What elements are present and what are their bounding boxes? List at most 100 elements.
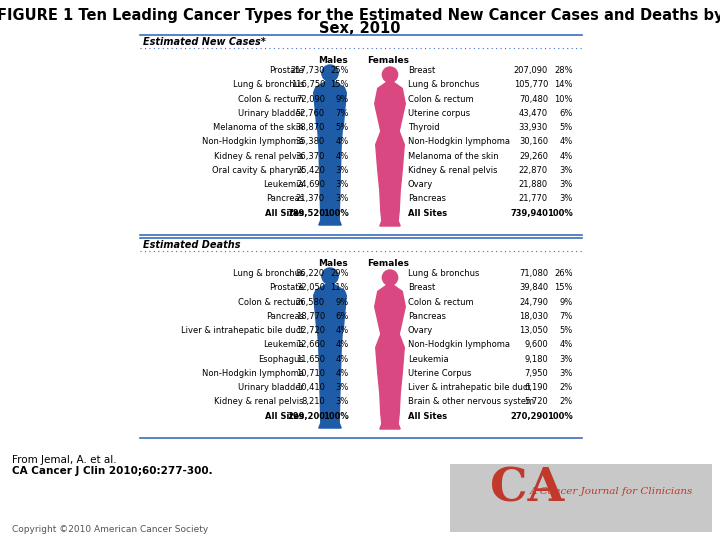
Text: Urinary bladder: Urinary bladder (238, 109, 304, 118)
Text: 25,420: 25,420 (296, 166, 325, 175)
Text: 3%: 3% (336, 166, 349, 175)
Text: 12,660: 12,660 (296, 340, 325, 349)
Text: 116,750: 116,750 (291, 80, 325, 89)
Text: Brain & other nervous system: Brain & other nervous system (408, 397, 534, 407)
Text: Pancreas: Pancreas (266, 194, 304, 204)
Text: 25%: 25% (330, 66, 349, 75)
Text: Males: Males (318, 56, 348, 65)
Text: Females: Females (367, 56, 409, 65)
Text: Pancreas: Pancreas (408, 312, 446, 321)
Text: 3%: 3% (559, 355, 573, 363)
Text: 52,760: 52,760 (296, 109, 325, 118)
Text: 9,600: 9,600 (524, 340, 548, 349)
Text: 10%: 10% (554, 94, 573, 104)
Text: Prostate: Prostate (269, 284, 304, 292)
Text: 86,220: 86,220 (296, 269, 325, 278)
Text: Prostate: Prostate (269, 66, 304, 75)
Text: Copyright ©2010 American Cancer Society: Copyright ©2010 American Cancer Society (12, 525, 208, 534)
Text: Lung & bronchus: Lung & bronchus (233, 80, 304, 89)
Text: Uterine Corpus: Uterine Corpus (408, 369, 472, 378)
Text: 3%: 3% (559, 369, 573, 378)
Text: 5%: 5% (559, 326, 573, 335)
Text: Oral cavity & pharynx: Oral cavity & pharynx (212, 166, 304, 175)
Text: 207,090: 207,090 (514, 66, 548, 75)
Text: 43,470: 43,470 (519, 109, 548, 118)
Text: 100%: 100% (547, 411, 573, 421)
Text: Colon & rectum: Colon & rectum (408, 94, 474, 104)
Text: 7,950: 7,950 (524, 369, 548, 378)
Text: 9%: 9% (559, 298, 573, 307)
Text: 26,580: 26,580 (296, 298, 325, 307)
Text: 39,840: 39,840 (519, 284, 548, 292)
Text: 22,870: 22,870 (519, 166, 548, 175)
Text: 299,200: 299,200 (287, 411, 325, 421)
Text: Colon & rectum: Colon & rectum (408, 298, 474, 307)
Text: Males: Males (318, 259, 348, 268)
Text: 9,180: 9,180 (524, 355, 548, 363)
Text: Lung & bronchus: Lung & bronchus (233, 269, 304, 278)
Text: Non-Hodgkin lymphoma: Non-Hodgkin lymphoma (408, 340, 510, 349)
Bar (450, 464, 712, 532)
Polygon shape (314, 284, 346, 428)
Text: 33,930: 33,930 (518, 123, 548, 132)
Text: 21,880: 21,880 (519, 180, 548, 189)
Text: CA: CA (490, 465, 564, 511)
Text: 70,480: 70,480 (519, 94, 548, 104)
Text: 15%: 15% (330, 80, 349, 89)
Text: 18,030: 18,030 (519, 312, 548, 321)
Text: Melanoma of the skin: Melanoma of the skin (213, 123, 304, 132)
Text: 6%: 6% (336, 312, 349, 321)
Text: 3%: 3% (336, 194, 349, 204)
Circle shape (382, 67, 397, 82)
Text: All Sites: All Sites (265, 411, 304, 421)
Text: 28%: 28% (554, 66, 573, 75)
Text: 100%: 100% (547, 209, 573, 218)
Text: 30,160: 30,160 (519, 137, 548, 146)
Text: All Sites: All Sites (265, 209, 304, 218)
Text: 4%: 4% (336, 137, 349, 146)
Text: Uterine corpus: Uterine corpus (408, 109, 470, 118)
Text: Colon & rectum: Colon & rectum (238, 94, 304, 104)
Text: FIGURE 1 Ten Leading Cancer Types for the Estimated New Cancer Cases and Deaths : FIGURE 1 Ten Leading Cancer Types for th… (0, 8, 720, 23)
Text: 36,370: 36,370 (296, 152, 325, 160)
Text: 5%: 5% (559, 123, 573, 132)
Circle shape (322, 65, 338, 82)
Text: 4%: 4% (336, 355, 349, 363)
Text: 35,380: 35,380 (296, 137, 325, 146)
Text: Females: Females (367, 259, 409, 268)
Text: Estimated New Cases*: Estimated New Cases* (143, 37, 266, 47)
Text: Urinary bladder: Urinary bladder (238, 383, 304, 392)
Text: Breast: Breast (408, 66, 436, 75)
Text: 4%: 4% (559, 152, 573, 160)
Text: 10,710: 10,710 (296, 369, 325, 378)
Text: 5%: 5% (336, 123, 349, 132)
Text: 11%: 11% (330, 284, 349, 292)
Text: Ovary: Ovary (408, 326, 433, 335)
Text: All Sites: All Sites (408, 411, 447, 421)
Text: 4%: 4% (559, 340, 573, 349)
Text: Non-Hodgkin lymphoma: Non-Hodgkin lymphoma (202, 137, 304, 146)
Text: Pancreas: Pancreas (266, 312, 304, 321)
Text: Kidney & renal pelvis: Kidney & renal pelvis (215, 152, 304, 160)
Text: Non-Hodgkin lymphoma: Non-Hodgkin lymphoma (408, 137, 510, 146)
Text: 3%: 3% (559, 180, 573, 189)
Text: 4%: 4% (336, 369, 349, 378)
Text: 18,770: 18,770 (296, 312, 325, 321)
Text: 9%: 9% (336, 94, 349, 104)
Text: Colon & rectum: Colon & rectum (238, 298, 304, 307)
Text: Liver & intrahepatic bile duct: Liver & intrahepatic bile duct (181, 326, 304, 335)
Text: 6%: 6% (559, 109, 573, 118)
Text: 13,050: 13,050 (519, 326, 548, 335)
Polygon shape (314, 82, 346, 225)
Text: 3%: 3% (336, 397, 349, 407)
Text: 72,090: 72,090 (296, 94, 325, 104)
Text: Thyroid: Thyroid (408, 123, 440, 132)
Text: 4%: 4% (559, 137, 573, 146)
Text: Kidney & renal pelvis: Kidney & renal pelvis (215, 397, 304, 407)
Text: Sex, 2010: Sex, 2010 (319, 21, 401, 36)
Text: 24,690: 24,690 (296, 180, 325, 189)
Text: Esophagus: Esophagus (258, 355, 304, 363)
Text: Melanoma of the skin: Melanoma of the skin (408, 152, 499, 160)
Text: 789,520: 789,520 (287, 209, 325, 218)
Text: 32,050: 32,050 (296, 284, 325, 292)
